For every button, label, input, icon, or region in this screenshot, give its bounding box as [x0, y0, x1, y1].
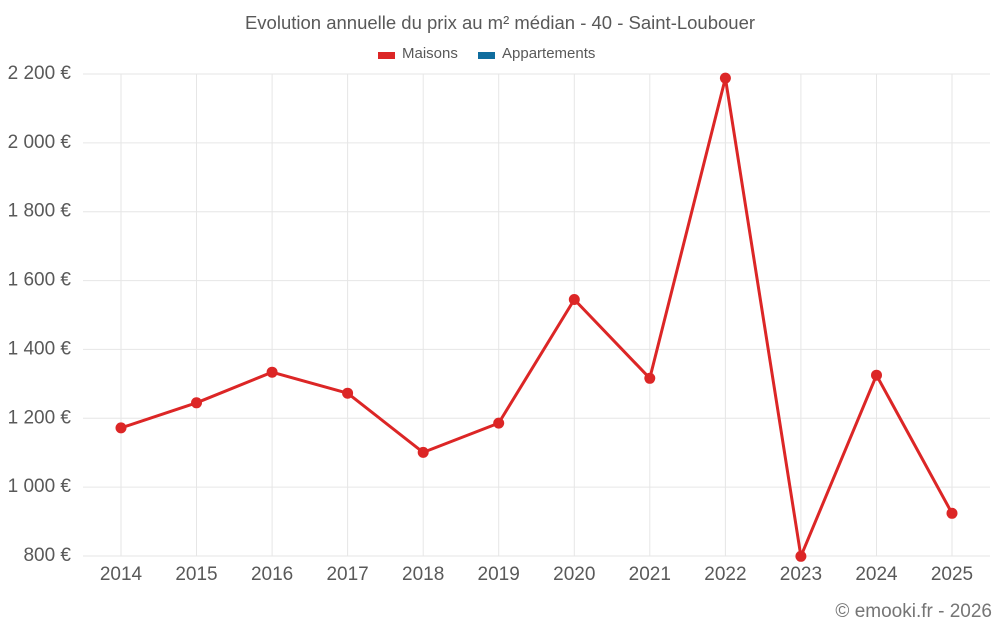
svg-text:2022: 2022 — [704, 564, 746, 585]
svg-text:2 200 €: 2 200 € — [8, 63, 72, 84]
svg-text:2015: 2015 — [175, 564, 217, 585]
svg-text:1 200 €: 1 200 € — [8, 407, 72, 428]
svg-text:2020: 2020 — [553, 564, 595, 585]
svg-text:2014: 2014 — [100, 564, 143, 585]
svg-text:2021: 2021 — [629, 564, 671, 585]
svg-text:1 600 €: 1 600 € — [8, 270, 72, 291]
svg-text:800 €: 800 € — [23, 545, 71, 566]
svg-text:2 000 €: 2 000 € — [8, 132, 72, 153]
svg-text:2017: 2017 — [326, 564, 368, 585]
svg-text:2025: 2025 — [931, 564, 973, 585]
svg-text:2023: 2023 — [780, 564, 822, 585]
svg-text:2018: 2018 — [402, 564, 444, 585]
svg-text:2019: 2019 — [478, 564, 520, 585]
svg-text:1 400 €: 1 400 € — [8, 338, 72, 359]
svg-text:2024: 2024 — [855, 564, 898, 585]
svg-text:1 800 €: 1 800 € — [8, 201, 72, 222]
svg-text:2016: 2016 — [251, 564, 293, 585]
svg-text:1 000 €: 1 000 € — [8, 476, 72, 497]
